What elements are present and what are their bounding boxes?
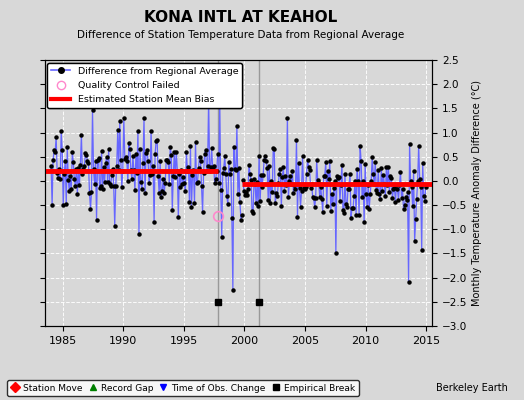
Y-axis label: Monthly Temperature Anomaly Difference (°C): Monthly Temperature Anomaly Difference (… — [472, 80, 482, 306]
Text: Berkeley Earth: Berkeley Earth — [436, 383, 508, 393]
Legend: Difference from Regional Average, Quality Control Failed, Estimated Station Mean: Difference from Regional Average, Qualit… — [47, 63, 242, 108]
Text: KONA INTL AT KEAHOL: KONA INTL AT KEAHOL — [145, 10, 337, 25]
Text: Difference of Station Temperature Data from Regional Average: Difference of Station Temperature Data f… — [78, 30, 405, 40]
Legend: Station Move, Record Gap, Time of Obs. Change, Empirical Break: Station Move, Record Gap, Time of Obs. C… — [7, 380, 358, 396]
